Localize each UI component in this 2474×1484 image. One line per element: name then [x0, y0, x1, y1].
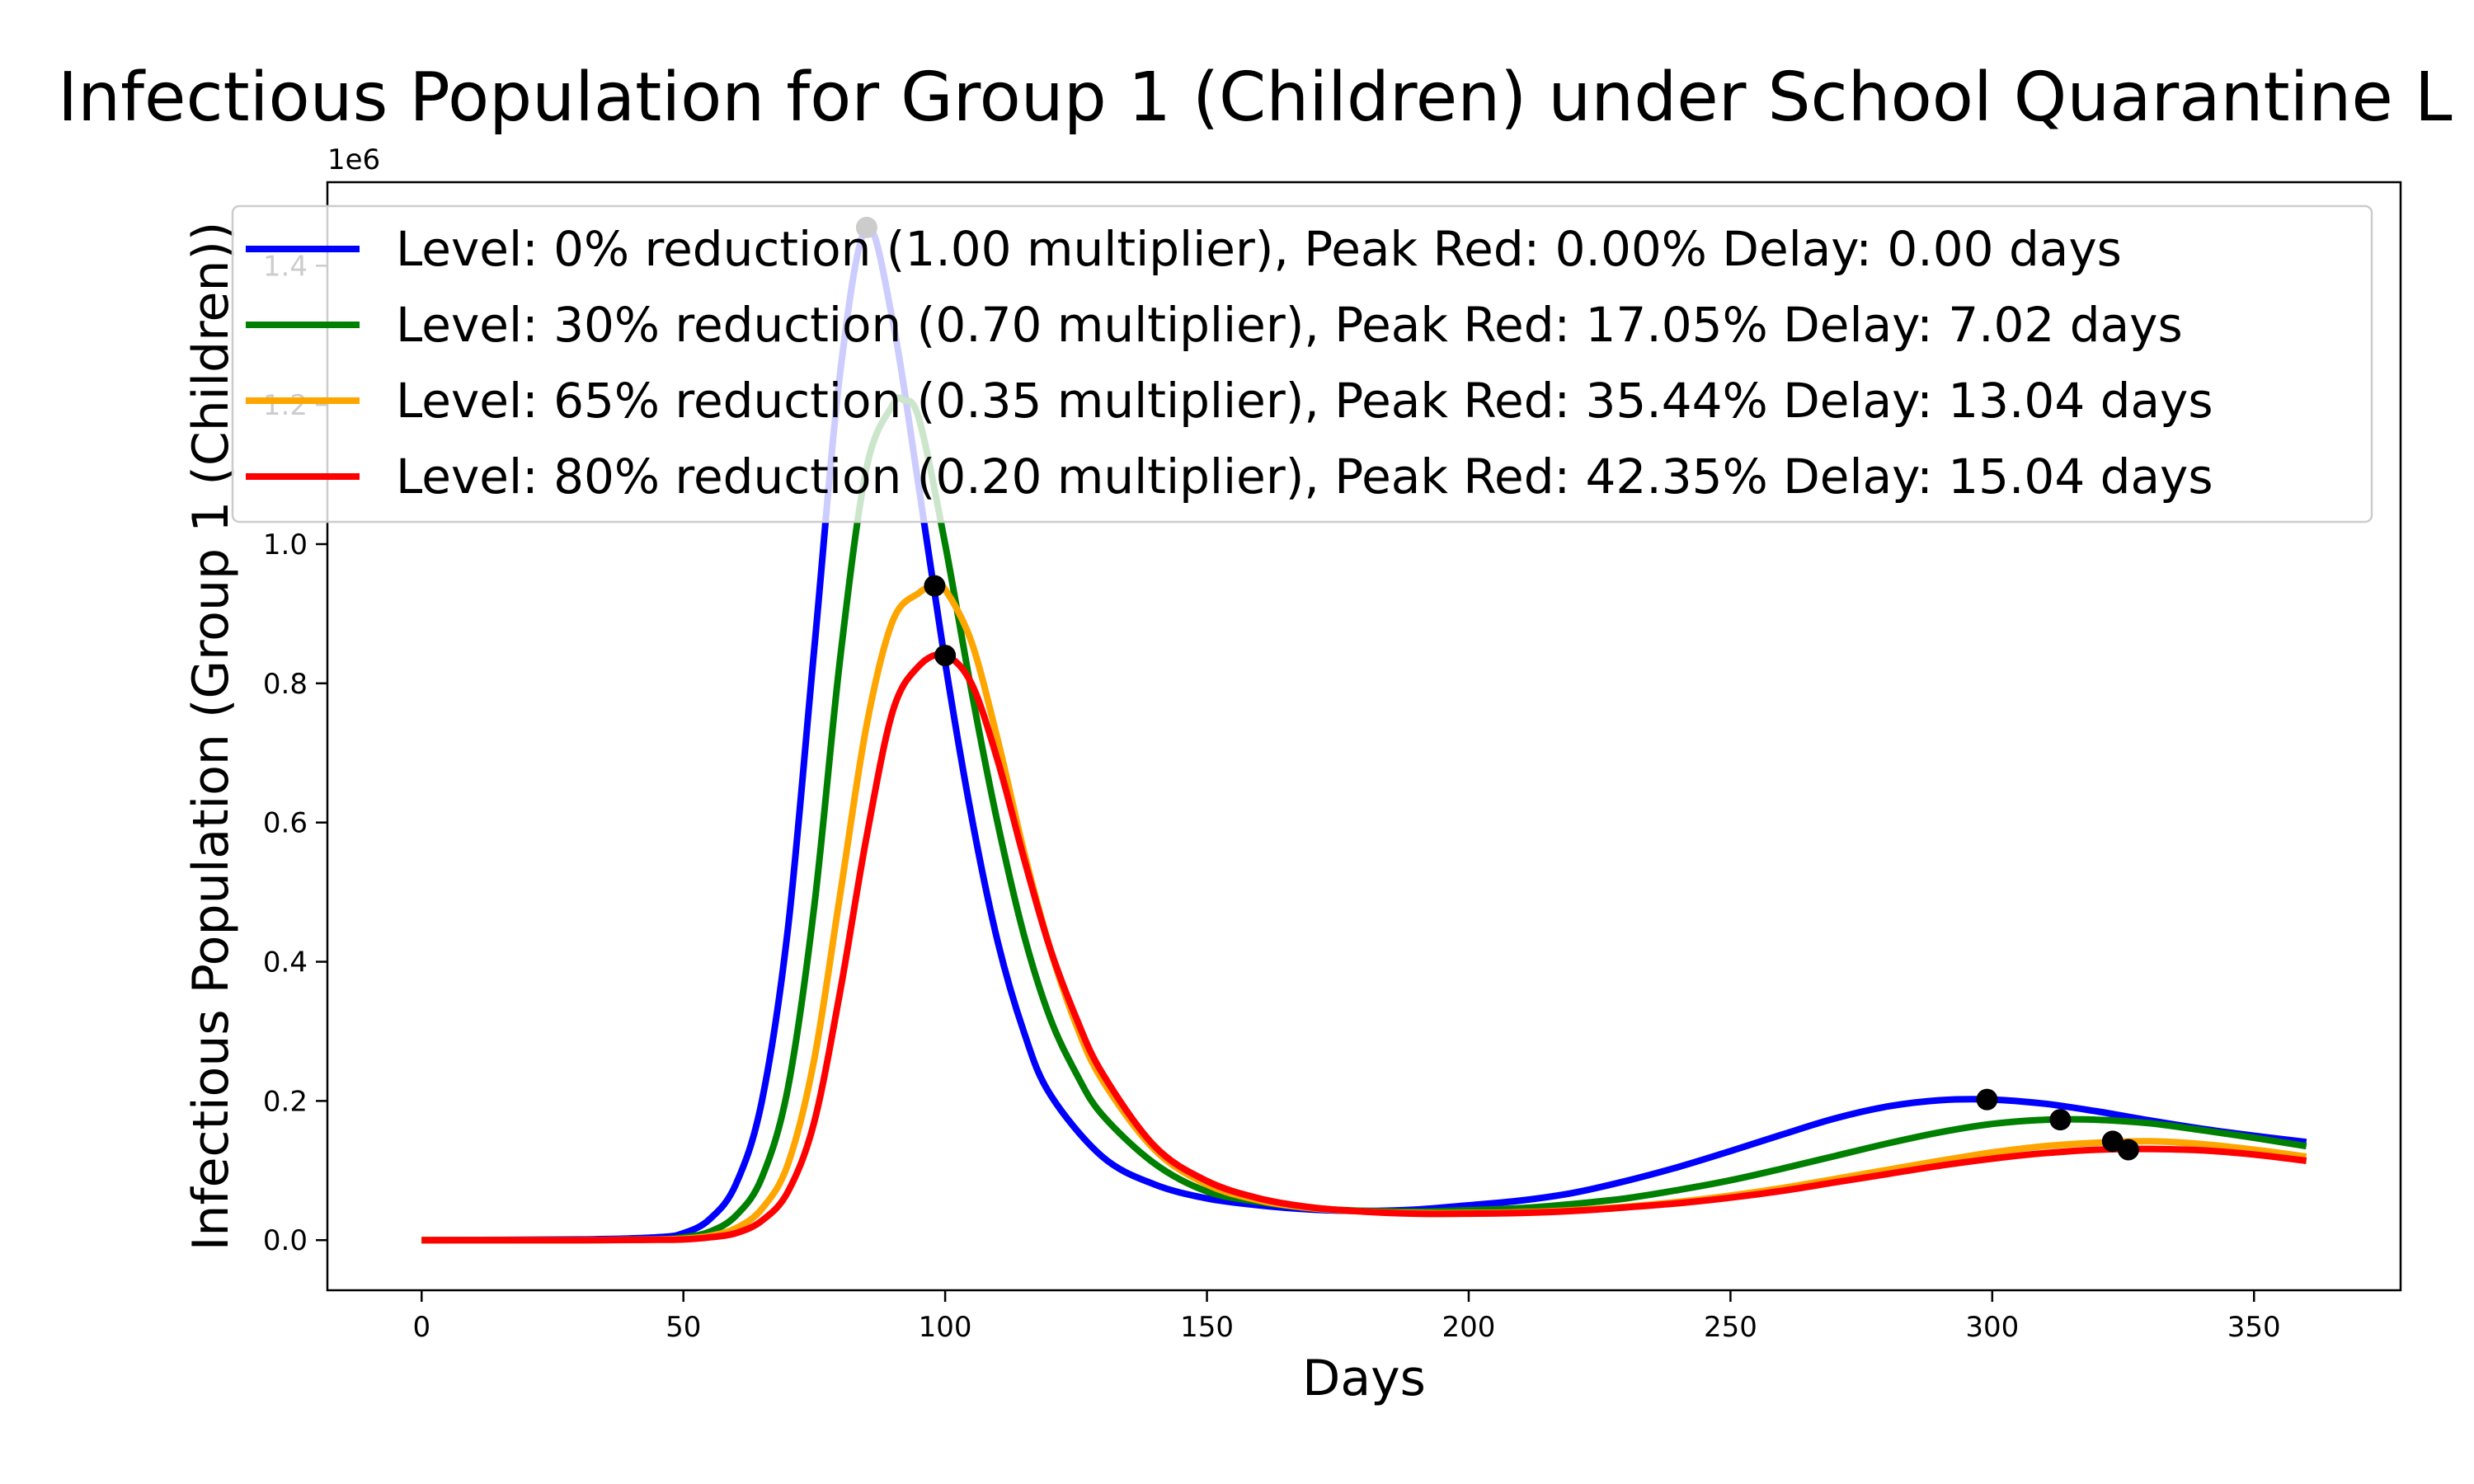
series-line-3: [421, 651, 2307, 1244]
legend-label-1: Level: 30% reduction (0.70 multiplier), …: [396, 297, 2183, 353]
x-axis: 0 50 100 150 200 250 300 350: [412, 1290, 2281, 1344]
x-tick-label: 150: [1180, 1311, 1234, 1344]
legend-label-2: Level: 65% reduction (0.35 multiplier), …: [396, 373, 2213, 429]
legend-label-3: Level: 80% reduction (0.20 multiplier), …: [396, 448, 2213, 505]
x-tick-label: 350: [2227, 1311, 2281, 1344]
series-line-2: [421, 580, 2307, 1244]
legend: Level: 0% reduction (1.00 multiplier), P…: [231, 204, 2373, 524]
series-lines: [421, 223, 2307, 1244]
x-tick-label: 0: [412, 1311, 430, 1344]
y-tick-label: 1.0: [263, 528, 308, 561]
y-tick-label: 0.6: [263, 807, 308, 840]
x-tick-label: 300: [1965, 1311, 2019, 1344]
y-axis-label: Infectious Population (Group 1 (Children…: [182, 222, 240, 1252]
x-tick-label: 50: [666, 1311, 701, 1344]
plot-area: [326, 181, 2402, 1292]
y-tick-label: 0.8: [263, 668, 308, 701]
y-tick-label: 0.0: [263, 1224, 308, 1257]
series-line-1: [421, 394, 2307, 1244]
peak-marker-6: [2117, 1139, 2139, 1161]
x-tick-label: 100: [919, 1311, 972, 1344]
x-tick-label: 250: [1704, 1311, 1757, 1344]
peak-marker-2: [934, 645, 957, 667]
y-tick-label: 0.2: [263, 1085, 308, 1118]
peak-marker-3: [1976, 1088, 1998, 1111]
x-axis-label: Days: [1302, 1350, 1426, 1407]
peak-marker-5: [2101, 1130, 2124, 1153]
series-line-0: [421, 223, 2307, 1244]
x-tick-label: 200: [1442, 1311, 1496, 1344]
y-offset-label: 1e6: [327, 143, 380, 176]
legend-frame: [231, 204, 2373, 524]
peak-markers: [855, 216, 2139, 1161]
y-tick-label: 0.4: [263, 946, 308, 979]
chart-title: Infectious Population for Group 1 (Child…: [58, 59, 2453, 137]
plot-frame: [326, 181, 2402, 1292]
peak-marker-4: [2049, 1109, 2072, 1131]
peak-marker-1: [924, 575, 946, 597]
legend-label-0: Level: 0% reduction (1.00 multiplier), P…: [396, 221, 2122, 277]
